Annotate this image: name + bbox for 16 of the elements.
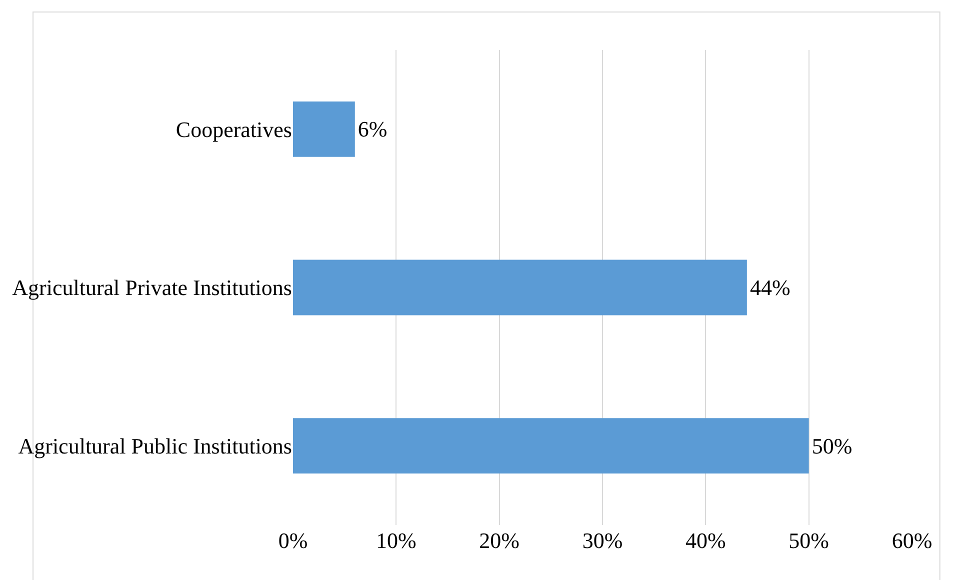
- data-label: 6%: [358, 116, 388, 142]
- x-tick-label: 20%: [479, 528, 520, 553]
- x-tick-label: 10%: [376, 528, 416, 553]
- y-tick-label: Cooperatives: [176, 116, 292, 142]
- x-tick-label: 50%: [788, 528, 829, 553]
- data-label: 50%: [812, 433, 852, 458]
- bar: [293, 260, 747, 316]
- x-tick-label: 60%: [892, 528, 932, 553]
- x-tick-label: 0%: [278, 528, 308, 553]
- x-tick-label: 40%: [686, 528, 726, 553]
- data-label: 44%: [750, 275, 790, 300]
- x-tick-label: 30%: [582, 528, 623, 553]
- y-tick-label: Agricultural Public Institutions: [18, 434, 292, 459]
- bar: [293, 101, 355, 157]
- y-tick-label: Agricultural Private Institutions: [12, 275, 292, 300]
- bar: [293, 418, 809, 474]
